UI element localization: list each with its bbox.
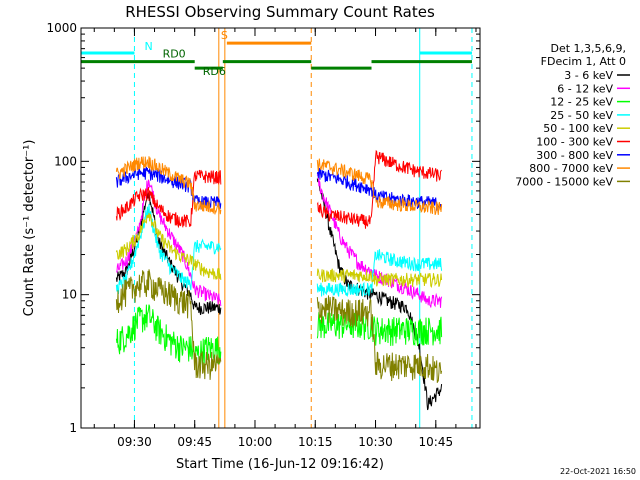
series-line-5 xyxy=(115,212,443,289)
x-tick-label: 10:45 xyxy=(419,435,454,449)
series-line-4 xyxy=(115,203,443,298)
y-axis-label: Count Rate (s⁻¹ detector⁻¹) xyxy=(22,140,37,317)
x-axis-label: Start Time (16-Jun-12 09:16:42) xyxy=(176,457,384,472)
legend-label: 3 - 6 keV xyxy=(564,69,613,82)
flags-layer: N S RD0 RD6 xyxy=(81,29,472,78)
chart-title: RHESSI Observing Summary Count Rates xyxy=(125,3,435,21)
time-markers xyxy=(133,28,473,428)
y-tick-label: 10 xyxy=(62,288,77,302)
legend: Det 1,3,5,6,9, FDecim 1, Att 0 3 - 6 keV… xyxy=(515,42,630,188)
series-line-9 xyxy=(115,269,443,383)
x-tick-label: 09:45 xyxy=(177,435,212,449)
legend-label: 300 - 800 keV xyxy=(536,149,613,162)
y-axis: 1 10 100 1000 xyxy=(46,21,480,435)
x-tick-label: 10:00 xyxy=(238,435,273,449)
y-tick-label: 100 xyxy=(54,154,77,168)
y-tick-label: 1 xyxy=(69,421,77,435)
flag-label-s: S xyxy=(221,29,228,42)
legend-label: 12 - 25 keV xyxy=(550,96,613,109)
plot-frame xyxy=(80,27,481,429)
legend-label: 800 - 7000 keV xyxy=(529,162,613,175)
legend-header-line-1: Det 1,3,5,6,9, xyxy=(550,42,626,55)
series-layer xyxy=(115,149,443,411)
legend-label: 100 - 300 keV xyxy=(536,136,613,149)
legend-label: 25 - 50 keV xyxy=(550,109,613,122)
series-line-6 xyxy=(115,149,442,229)
flag-label-rd0: RD0 xyxy=(163,48,186,61)
legend-label: 6 - 12 keV xyxy=(557,82,613,95)
x-tick-label: 10:15 xyxy=(298,435,333,449)
legend-label: 50 - 100 keV xyxy=(543,122,613,135)
y-tick-label: 1000 xyxy=(46,21,77,35)
series-line-8 xyxy=(115,156,443,215)
x-tick-label: 10:30 xyxy=(358,435,393,449)
timestamp: 22-Oct-2021 16:50 xyxy=(560,467,636,476)
legend-header-line-2: FDecim 1, Att 0 xyxy=(541,55,626,68)
x-tick-label: 09:30 xyxy=(117,435,152,449)
x-axis: 09:30 09:45 10:00 10:15 10:30 10:45 xyxy=(93,28,477,449)
flag-label-rd6: RD6 xyxy=(203,65,226,78)
legend-label: 7000 - 15000 keV xyxy=(515,175,613,188)
series-line-3 xyxy=(115,304,443,368)
flag-label-n: N xyxy=(144,40,152,53)
